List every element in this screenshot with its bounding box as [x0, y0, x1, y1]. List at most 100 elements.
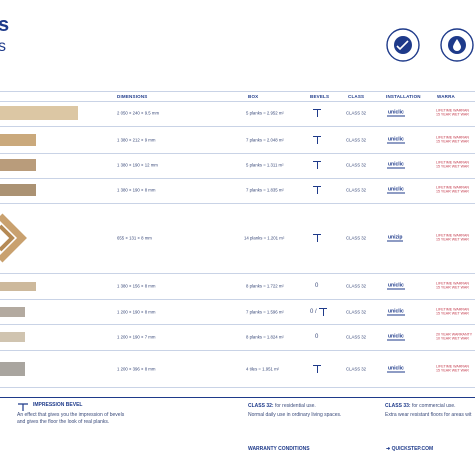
dimensions: 1 380 × 156 × 8 mm	[117, 283, 156, 289]
warranty: 15 YEAR WET WAR	[436, 165, 469, 169]
box: 8 planks = 1.722 m²	[246, 283, 284, 289]
warranty: LIFETIME WARRAN	[436, 135, 470, 140]
plank-image	[0, 184, 36, 196]
class33-title: CLASS 33:	[385, 403, 411, 409]
plank-image	[0, 307, 25, 317]
plank-image	[0, 106, 78, 120]
box: 8 planks = 1.824 m²	[246, 334, 284, 340]
column-header: INSTALLATION	[386, 94, 421, 99]
installation-logo: uniclic	[387, 365, 405, 373]
class32-text: for residential use.	[274, 403, 316, 409]
class32-text: Normal daily use in ordinary living spac…	[248, 412, 342, 418]
warranty: LIFETIME WARRAN	[436, 364, 470, 369]
bevel-icon	[18, 403, 28, 411]
warranty: LIFETIME WARRAN	[436, 307, 470, 312]
warranty: LIFETIME WARRAN	[436, 160, 470, 165]
plank-image	[0, 362, 25, 376]
class: CLASS 32	[346, 235, 367, 241]
row-line	[0, 324, 475, 325]
class: CLASS 32	[346, 334, 367, 340]
warranty: 15 YEAR WET WAR	[436, 369, 469, 373]
subtitle: s	[0, 38, 6, 55]
warranty: 15 YEAR WET WAR	[436, 140, 469, 144]
bevel-icon	[313, 161, 321, 169]
column-header: BOX	[248, 94, 259, 99]
dimensions: 1 380 × 190 × 12 mm	[117, 162, 158, 168]
herringbone-image	[0, 213, 27, 263]
row-line	[0, 126, 475, 127]
dimensions: 1 200 × 190 × 8 mm	[117, 309, 156, 315]
row-line	[0, 299, 475, 300]
warranty: 15 YEAR WET WAR	[436, 190, 469, 194]
installation-logo: uniclic	[387, 161, 405, 169]
site[interactable]: QUICKSTEP.COM	[391, 446, 434, 452]
dimensions: 2 050 × 240 × 9.5 mm	[117, 110, 160, 116]
row-line	[0, 178, 475, 179]
plank-image	[0, 281, 36, 291]
bevels: 0	[315, 334, 319, 340]
box: 4 tiles = 1.951 m²	[246, 366, 280, 372]
installation-logo: uniclic	[387, 308, 405, 316]
bevel-text: and gives the floor the look of real pla…	[17, 419, 110, 425]
bevel-icon	[313, 234, 321, 242]
row-line	[0, 387, 475, 388]
class: CLASS 32	[346, 283, 367, 289]
warranty: 15 YEAR WET WAR	[436, 286, 469, 290]
class: CLASS 32	[346, 366, 367, 372]
dimensions: 1 380 × 190 × 8 mm	[117, 187, 156, 193]
bevel-text: An effect that gives you the impression …	[17, 412, 125, 418]
column-header: DIMENSIONS	[117, 94, 148, 99]
bevel-title: IMPRESSION BEVEL	[33, 402, 83, 408]
row-line	[0, 153, 475, 154]
box: 7 planks = 1.835 m²	[246, 187, 284, 193]
warranty-link[interactable]: WARRANTY CONDITIONS	[248, 446, 310, 452]
bevel-icon	[313, 365, 321, 373]
bevel-icon	[319, 308, 327, 316]
warranty: LIFETIME WARRAN	[436, 281, 470, 286]
installation-logo: unizip	[387, 234, 404, 242]
dimensions: 1 380 × 212 × 9 mm	[117, 137, 156, 143]
class: CLASS 32	[346, 162, 367, 168]
warranty: LIFETIME WARRAN	[436, 185, 470, 190]
class32-title: CLASS 32:	[248, 403, 274, 409]
warranty: 15 YEAR WET WAR	[436, 113, 469, 117]
dimensions: 1 200 × 190 × 7 mm	[117, 334, 156, 340]
class33-text: Extra wear resistant floors for areas wi…	[385, 412, 472, 418]
class: CLASS 32	[346, 137, 367, 143]
column-header: WARRA	[437, 94, 455, 99]
row-line	[0, 203, 475, 204]
class: CLASS 32	[346, 110, 367, 116]
box: 5 planks = 1.311 m²	[246, 162, 284, 168]
class: CLASS 32	[346, 309, 367, 315]
dimensions: 655 × 131 × 8 mm	[117, 235, 152, 241]
plank-image	[0, 159, 36, 171]
warranty: 20 YEAR WARRANTY	[436, 332, 473, 337]
box: 14 planks = 1.201 m²	[244, 235, 285, 241]
bevels: 0	[315, 283, 319, 289]
column-header: BEVELS	[310, 94, 330, 99]
bevel-icon	[313, 186, 321, 194]
warranty: 15 YEAR WET WAR	[436, 312, 469, 316]
box: 7 planks = 1.596 m²	[246, 309, 284, 315]
plank-image	[0, 134, 36, 146]
row-line	[0, 273, 475, 274]
installation-logo: uniclic	[387, 282, 405, 290]
installation-logo: uniclic	[387, 109, 405, 117]
dimensions: 1 200 × 396 × 8 mm	[117, 366, 156, 372]
badges	[386, 28, 474, 62]
warranty: 10 YEAR WET WAR	[436, 337, 469, 341]
box: 5 planks = 2.952 m²	[246, 110, 284, 116]
bevel-icon	[313, 109, 321, 117]
class: CLASS 32	[346, 187, 367, 193]
box: 7 planks = 2.048 m²	[246, 137, 284, 143]
bevel-icon	[313, 136, 321, 144]
installation-logo: uniclic	[387, 186, 405, 194]
site-link[interactable]: ➜ QUICKSTEP.COM	[386, 446, 434, 452]
row-line	[0, 350, 475, 351]
plank-image	[0, 332, 25, 342]
warranty: LIFETIME WARRAN	[436, 108, 470, 113]
warranty: 15 YEAR WET WAR	[436, 238, 469, 242]
class33-text: for commercial use.	[411, 403, 456, 409]
installation-logo: uniclic	[387, 333, 405, 341]
